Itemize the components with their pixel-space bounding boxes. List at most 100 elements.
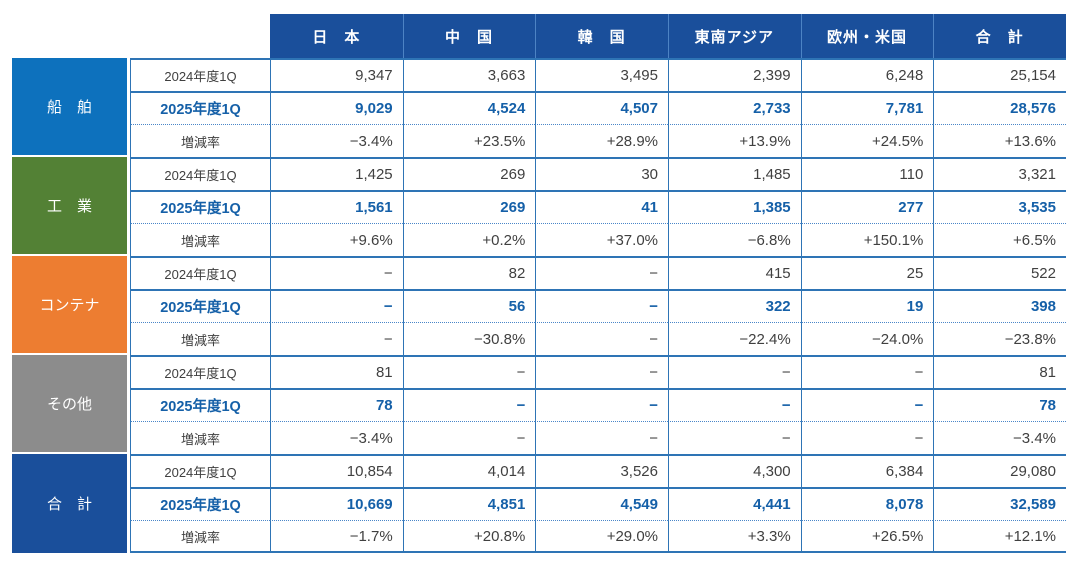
row-label-total-2: 増減率 [130, 520, 270, 553]
value-cell-container-2-2: − [535, 322, 668, 355]
value-cell-total-1-1: 4,851 [402, 487, 536, 520]
row-label-industrial-2: 増減率 [130, 223, 270, 256]
value-cell-industrial-0-2: 30 [535, 157, 668, 190]
value-cell-others-1-4: − [800, 388, 934, 421]
value-cell-industrial-2-5: +6.5% [933, 223, 1066, 256]
value-cell-container-1-2: − [535, 289, 668, 322]
value-cell-total-1-3: 4,441 [668, 487, 801, 520]
value-cell-container-0-4: 25 [800, 256, 934, 289]
value-cell-others-0-5: 81 [933, 355, 1066, 388]
value-cell-total-0-1: 4,014 [402, 454, 536, 487]
value-cell-ship-0-1: 3,663 [402, 58, 536, 91]
value-cell-container-1-1: 56 [402, 289, 536, 322]
value-cell-others-0-0: 81 [270, 355, 403, 388]
column-header-2: 韓 国 [535, 14, 668, 58]
category-others: その他 [12, 355, 130, 454]
value-cell-industrial-0-0: 1,425 [270, 157, 403, 190]
category-ship: 船 舶 [12, 58, 130, 157]
value-cell-total-1-0: 10,669 [270, 487, 403, 520]
value-cell-ship-0-5: 25,154 [933, 58, 1066, 91]
value-cell-ship-1-0: 9,029 [270, 91, 403, 124]
value-cell-ship-1-1: 4,524 [402, 91, 536, 124]
column-header-4: 欧州・米国 [800, 14, 934, 58]
column-header-0: 日 本 [270, 14, 403, 58]
value-cell-total-2-2: +29.0% [535, 520, 668, 553]
data-table: 日 本中 国韓 国東南アジア 欧州・米国合 計船 舶 2024年度1Q 9,347 3,… [12, 14, 1066, 553]
value-cell-total-2-4: +26.5% [800, 520, 934, 553]
value-cell-industrial-2-0: +9.6% [270, 223, 403, 256]
value-cell-ship-1-3: 2,733 [668, 91, 801, 124]
row-label-container-2: 増減率 [130, 322, 270, 355]
value-cell-container-0-3: 415 [668, 256, 801, 289]
value-cell-total-0-0: 10,854 [270, 454, 403, 487]
column-header-1: 中 国 [402, 14, 536, 58]
table-corner-spacer [12, 14, 270, 58]
value-cell-total-2-0: −1.7% [270, 520, 403, 553]
category-total: 合 計 [12, 454, 130, 553]
value-cell-industrial-1-4: 277 [800, 190, 934, 223]
value-cell-others-0-2: − [535, 355, 668, 388]
value-cell-industrial-0-5: 3,321 [933, 157, 1066, 190]
value-cell-ship-2-5: +13.6% [933, 124, 1066, 157]
value-cell-total-1-4: 8,078 [800, 487, 934, 520]
value-cell-container-1-3: 322 [668, 289, 801, 322]
value-cell-industrial-2-4: +150.1% [800, 223, 934, 256]
value-cell-others-0-1: − [402, 355, 536, 388]
value-cell-others-2-2: − [535, 421, 668, 454]
row-label-others-1: 2025年度1Q [130, 388, 270, 421]
value-cell-ship-1-2: 4,507 [535, 91, 668, 124]
value-cell-others-2-5: −3.4% [933, 421, 1066, 454]
value-cell-ship-2-0: −3.4% [270, 124, 403, 157]
value-cell-container-0-2: − [535, 256, 668, 289]
value-cell-industrial-0-3: 1,485 [668, 157, 801, 190]
value-cell-industrial-1-2: 41 [535, 190, 668, 223]
value-cell-others-2-1: − [402, 421, 536, 454]
value-cell-container-2-1: −30.8% [402, 322, 536, 355]
row-label-others-2: 増減率 [130, 421, 270, 454]
value-cell-container-2-5: −23.8% [933, 322, 1066, 355]
row-label-industrial-1: 2025年度1Q [130, 190, 270, 223]
value-cell-ship-2-4: +24.5% [800, 124, 934, 157]
value-cell-industrial-2-2: +37.0% [535, 223, 668, 256]
value-cell-others-1-3: − [668, 388, 801, 421]
value-cell-total-1-5: 32,589 [933, 487, 1066, 520]
value-cell-total-2-3: +3.3% [668, 520, 801, 553]
value-cell-others-1-0: 78 [270, 388, 403, 421]
row-label-industrial-0: 2024年度1Q [130, 157, 270, 190]
row-label-total-0: 2024年度1Q [130, 454, 270, 487]
column-header-3: 東南アジア [668, 14, 801, 58]
value-cell-ship-2-1: +23.5% [402, 124, 536, 157]
value-cell-container-0-5: 522 [933, 256, 1066, 289]
value-cell-container-1-5: 398 [933, 289, 1066, 322]
value-cell-container-0-1: 82 [402, 256, 536, 289]
value-cell-others-0-3: − [668, 355, 801, 388]
value-cell-industrial-0-1: 269 [402, 157, 536, 190]
row-label-others-0: 2024年度1Q [130, 355, 270, 388]
value-cell-industrial-1-3: 1,385 [668, 190, 801, 223]
value-cell-industrial-2-3: −6.8% [668, 223, 801, 256]
value-cell-industrial-2-1: +0.2% [402, 223, 536, 256]
value-cell-others-2-0: −3.4% [270, 421, 403, 454]
row-label-container-1: 2025年度1Q [130, 289, 270, 322]
value-cell-ship-0-3: 2,399 [668, 58, 801, 91]
value-cell-others-2-3: − [668, 421, 801, 454]
value-cell-others-1-5: 78 [933, 388, 1066, 421]
value-cell-industrial-1-5: 3,535 [933, 190, 1066, 223]
value-cell-total-2-1: +20.8% [402, 520, 536, 553]
value-cell-container-2-4: −24.0% [800, 322, 934, 355]
value-cell-industrial-1-1: 269 [402, 190, 536, 223]
value-cell-container-2-0: − [270, 322, 403, 355]
value-cell-container-1-4: 19 [800, 289, 934, 322]
value-cell-container-0-0: − [270, 256, 403, 289]
value-cell-ship-0-4: 6,248 [800, 58, 934, 91]
value-cell-container-1-0: − [270, 289, 403, 322]
row-label-ship-1: 2025年度1Q [130, 91, 270, 124]
value-cell-ship-2-3: +13.9% [668, 124, 801, 157]
value-cell-total-0-5: 29,080 [933, 454, 1066, 487]
value-cell-industrial-0-4: 110 [800, 157, 934, 190]
value-cell-total-1-2: 4,549 [535, 487, 668, 520]
value-cell-ship-1-5: 28,576 [933, 91, 1066, 124]
value-cell-ship-2-2: +28.9% [535, 124, 668, 157]
value-cell-total-2-5: +12.1% [933, 520, 1066, 553]
